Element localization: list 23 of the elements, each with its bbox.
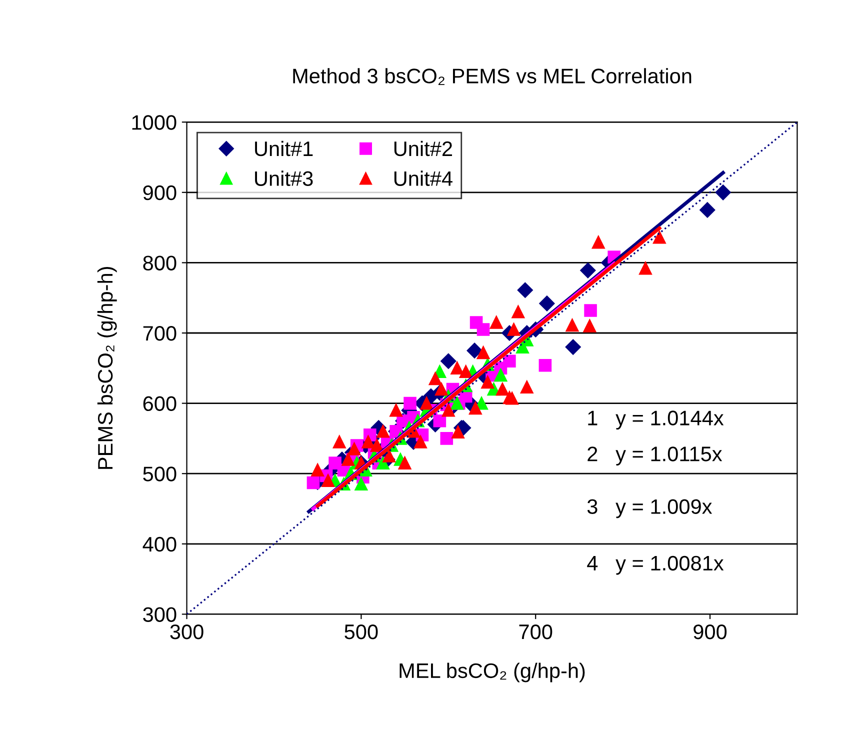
y-tick-label: 900 [143,185,176,200]
legend-label: Unit#1 [255,140,313,156]
annotation: 1 y = 1.0144x [588,410,724,430]
x-tick-label: 500 [344,624,378,640]
annotation: 4 y = 1.0081x [587,556,724,575]
y-tick-label: 1000 [132,115,176,130]
y-axis-title: PEMS bsCO₂ (g/hp-h) [97,266,117,469]
chart-title: Method 3 bsCO₂ PEMS vs MEL Correlation [293,68,692,85]
x-tick-label: 300 [170,624,204,640]
legend-label: Unit#3 [255,170,313,186]
x-tick-label: 900 [694,624,727,640]
x-tick-label: 700 [519,624,552,640]
legend-label: Unit#2 [394,140,452,156]
annotation: 3 y = 1.009x [587,499,712,518]
annotation: 2 y = 1.0115x [588,446,722,466]
y-tick-label: 400 [142,536,176,552]
y-tick-label: 800 [143,256,176,270]
y-tick-label: 600 [143,396,176,412]
legend-label: Unit#4 [394,170,452,186]
y-tick-label: 300 [143,607,176,622]
y-tick-label: 700 [143,326,176,341]
y-tick-label: 500 [143,466,176,482]
x-axis-title: MEL bsCO₂ (g/hp-h) [400,662,585,682]
